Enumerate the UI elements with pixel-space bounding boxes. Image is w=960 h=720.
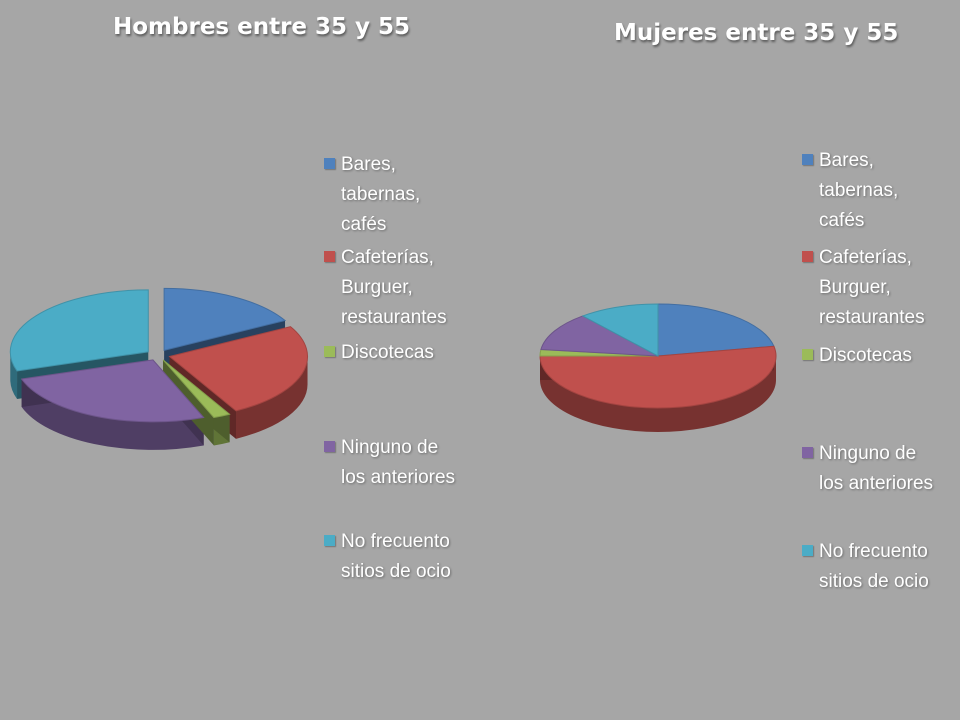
chart-title-mujeres: Mujeres entre 35 y 55: [614, 20, 899, 46]
pie-slice-ninguno: [540, 315, 659, 357]
legend-item-cafeterias: Cafeterías, Burguer, restaurantes: [802, 243, 960, 333]
legend-item-ninguno: Ninguno de los anteriores: [802, 439, 960, 499]
legend-swatch-bares: [324, 158, 335, 169]
pie-slice-side-ninguno: [21, 379, 204, 450]
pie-slice-no-frecuento: [581, 303, 659, 357]
chart-title-hombres: Hombres entre 35 y 55: [113, 14, 411, 40]
legend-swatch-no-frecuento: [324, 535, 335, 546]
pie-slice-side-cafeterias: [236, 356, 308, 439]
legend-label-discotecas: Discotecas: [341, 342, 434, 363]
pie-slice-bares: [657, 303, 775, 357]
legend-label-no-frecuento: No frecuento sitios de ocio: [341, 531, 451, 582]
legend-label-no-frecuento: No frecuento sitios de ocio: [819, 541, 929, 592]
legend-item-discotecas: Discotecas: [324, 338, 484, 368]
pie-chart-hombres: [9, 287, 308, 450]
pie-slice-side-cafeterias: [540, 356, 776, 432]
legend-swatch-cafeterias: [324, 251, 335, 262]
legend-label-ninguno: Ninguno de los anteriores: [341, 437, 456, 488]
legend-swatch-no-frecuento: [802, 545, 813, 556]
pie-slice-side-no-frecuento: [10, 351, 18, 399]
legend-swatch-bares: [802, 154, 813, 165]
legend-label-discotecas: Discotecas: [819, 345, 912, 366]
legend-swatch-discotecas: [324, 346, 335, 357]
legend-item-discotecas: Discotecas: [802, 341, 960, 371]
pie-slice-cafeterias: [168, 326, 308, 412]
legend-label-ninguno: Ninguno de los anteriores: [819, 443, 934, 494]
pie-slice-cafeterias: [539, 345, 777, 409]
legend-label-cafeterias: Cafeterías, Burguer, restaurantes: [819, 247, 925, 328]
legend-item-bares: Bares, tabernas, cafés: [802, 146, 960, 236]
legend-label-cafeterias: Cafeterías, Burguer, restaurantes: [341, 247, 447, 328]
pie-slice-ninguno: [20, 359, 205, 423]
pie-slice-discotecas: [162, 359, 231, 419]
legend-item-ninguno: Ninguno de los anteriores: [324, 433, 484, 493]
legend-item-no-frecuento: No frecuento sitios de ocio: [802, 537, 960, 597]
pie-chart-mujeres: [539, 303, 777, 432]
legend-label-bares: Bares, tabernas, cafés: [341, 154, 421, 235]
legend-item-bares: Bares, tabernas, cafés: [324, 150, 484, 240]
legend-swatch-cafeterias: [802, 251, 813, 262]
legend-label-bares: Bares, tabernas, cafés: [819, 150, 899, 231]
legend-item-cafeterias: Cafeterías, Burguer, restaurantes: [324, 243, 484, 333]
pie-slice-no-frecuento: [9, 289, 149, 372]
legend-swatch-discotecas: [802, 349, 813, 360]
legend-swatch-ninguno: [802, 447, 813, 458]
legend-item-no-frecuento: No frecuento sitios de ocio: [324, 527, 484, 587]
legend-swatch-ninguno: [324, 441, 335, 452]
pie-slice-bares: [163, 287, 287, 351]
